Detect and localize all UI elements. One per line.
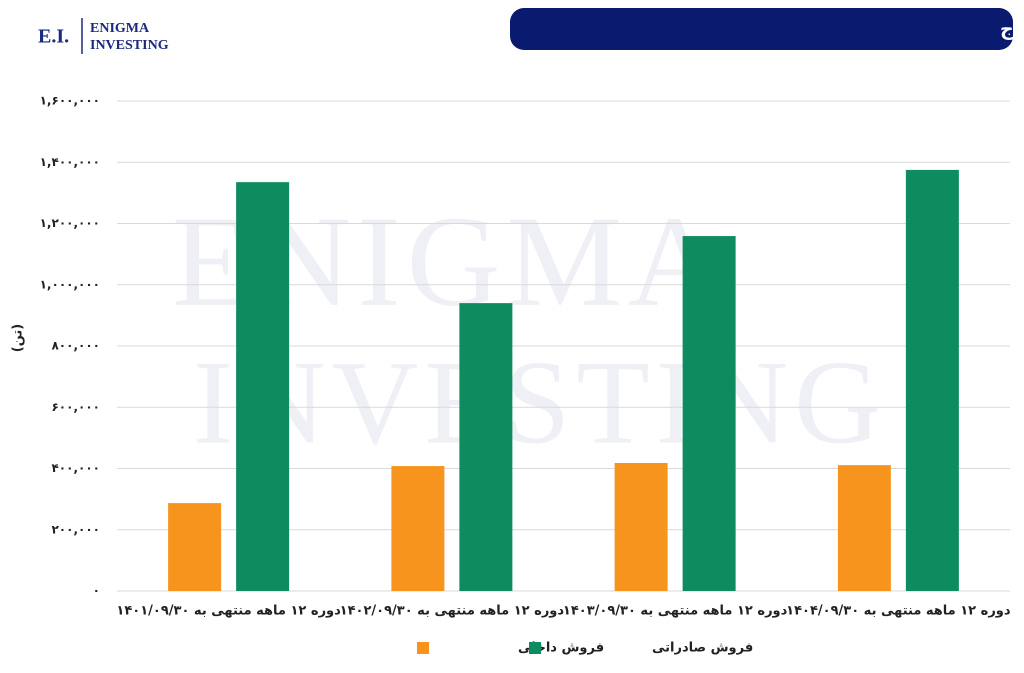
y-tick-label: ۶۰۰,۰۰۰ xyxy=(51,400,100,414)
bar xyxy=(905,169,959,591)
y-tick-label: ۱,۴۰۰,۰۰۰ xyxy=(40,155,100,169)
x-tick-label: دوره ۱۲ ماهه منتهی به ۱۴۰۴/۰۹/۳۰ xyxy=(786,604,1011,619)
legend-swatch xyxy=(417,642,429,654)
bar xyxy=(837,465,891,591)
logo-name: ENIGMA xyxy=(90,21,150,36)
y-axis-label: (تن) xyxy=(11,324,26,353)
logo-bg xyxy=(8,10,32,58)
y-tick-label: ۸۰۰,۰۰۰ xyxy=(51,339,100,353)
x-tick-label: دوره ۱۲ ماهه منتهی به ۱۴۰۳/۰۹/۳۰ xyxy=(563,604,788,619)
x-tick-label: دوره ۱۲ ماهه منتهی به ۱۴۰۱/۰۹/۳۰ xyxy=(116,604,341,619)
bar xyxy=(168,503,222,591)
y-tick-label: ۴۰۰,۰۰۰ xyxy=(51,461,100,475)
legend-swatch xyxy=(529,642,541,654)
chart-title: مقایسه مقدار فروش داخلی و صادراتی ساروج xyxy=(1000,19,1024,41)
bar xyxy=(682,236,736,591)
x-tick-label: دوره ۱۲ ماهه منتهی به ۱۴۰۲/۰۹/۳۰ xyxy=(340,604,565,619)
y-tick-label: ۱,۰۰۰,۰۰۰ xyxy=(40,277,100,291)
logo-mark: E.I. xyxy=(38,26,69,48)
bar xyxy=(236,182,290,591)
title-box xyxy=(510,8,1013,50)
logo-name: INVESTING xyxy=(90,38,169,53)
watermark: INVESTING xyxy=(193,336,887,469)
y-tick-label: ۱,۶۰۰,۰۰۰ xyxy=(40,94,100,108)
bar xyxy=(391,466,445,591)
legend-label: فروش صادراتی xyxy=(652,641,753,656)
y-tick-label: ۲۰۰,۰۰۰ xyxy=(51,522,100,536)
y-tick-label: ۱,۲۰۰,۰۰۰ xyxy=(40,216,100,230)
bar xyxy=(614,462,668,591)
bar xyxy=(459,303,513,591)
y-tick-label: ۰ xyxy=(93,584,100,598)
